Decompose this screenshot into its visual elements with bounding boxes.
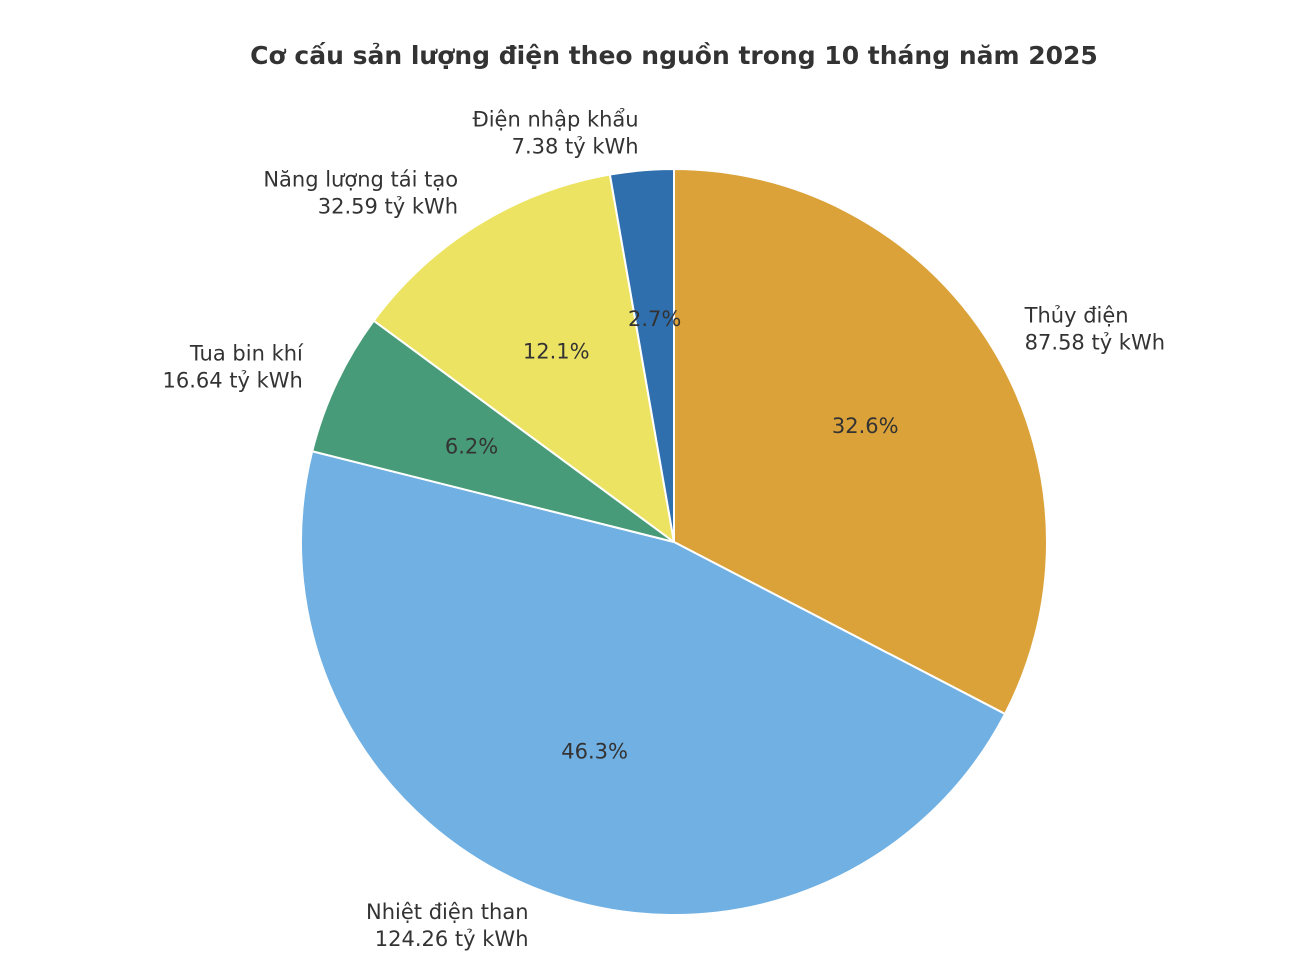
slice-value-tua-bin-khi: 16.64 tỷ kWh (163, 369, 303, 393)
percent-label-dien-nhap-khau: 2.7% (628, 307, 681, 331)
slice-value-nhiet-dien-than: 124.26 tỷ kWh (375, 927, 529, 951)
slice-value-dien-nhap-khau: 7.38 tỷ kWh (512, 135, 639, 159)
percent-label-nang-luong-tai-tao: 12.1% (523, 340, 590, 364)
slice-name-tua-bin-khi: Tua bin khí (189, 342, 304, 366)
slice-name-nang-luong-tai-tao: Năng lượng tái tạo (263, 168, 458, 192)
pie-slice-tua-bin-khi (311, 319, 675, 543)
slice-value-nang-luong-tai-tao: 32.59 tỷ kWh (318, 195, 458, 219)
slice-value-thuy-dien: 87.58 tỷ kWh (1025, 330, 1165, 354)
chart-title: Cơ cấu sản lượng điện theo nguồn trong 1… (250, 41, 1098, 70)
pie-slices (300, 168, 1048, 916)
percent-label-tua-bin-khi: 6.2% (445, 435, 498, 459)
percent-label-nhiet-dien-than: 46.3% (561, 739, 628, 763)
percent-label-thuy-dien: 32.6% (832, 414, 899, 438)
pie-slice-nang-luong-tai-tao (372, 173, 675, 543)
slice-name-nhiet-dien-than: Nhiệt điện than (366, 900, 528, 924)
slice-name-thuy-dien: Thủy điện (1024, 303, 1129, 327)
pie-slice-dien-nhap-khau (608, 168, 675, 543)
pie-slice-nhiet-dien-than (300, 450, 1007, 916)
slice-name-dien-nhap-khau: Điện nhập khẩu (472, 108, 638, 132)
pie-slice-thuy-dien (673, 168, 1048, 715)
pie-labels: 32.6% Thủy điện 87.58 tỷ kWh 46.3% Nhiệt điệ… (163, 108, 1166, 951)
